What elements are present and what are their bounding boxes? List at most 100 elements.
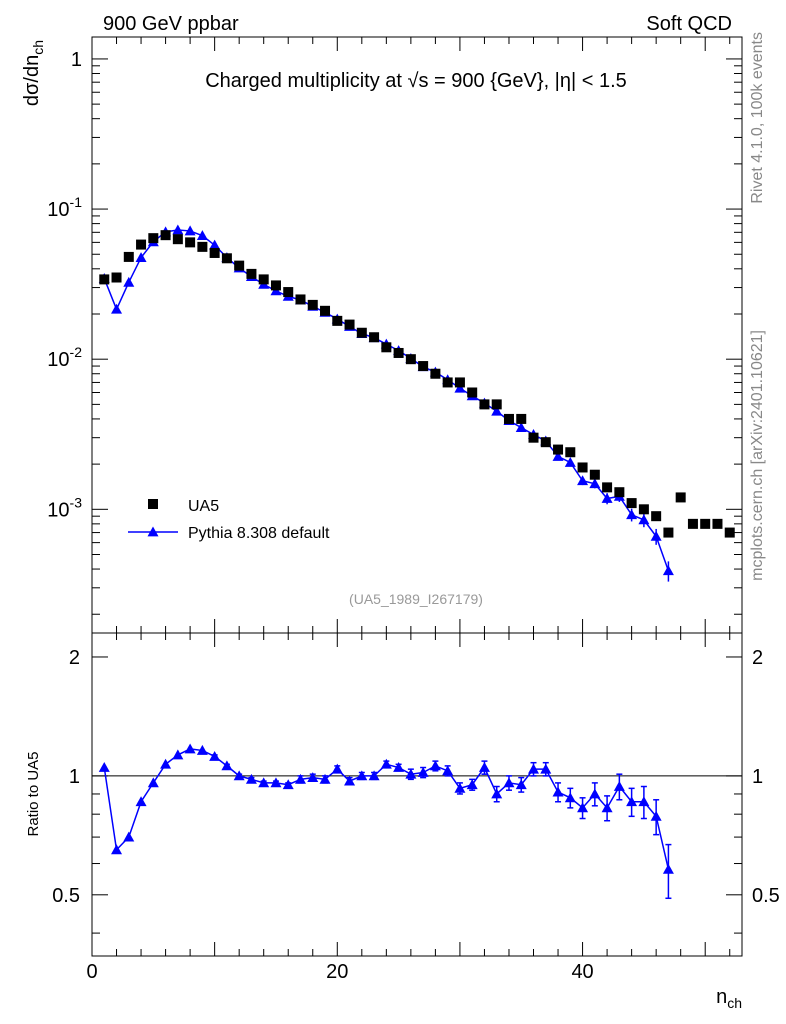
ratio-point — [209, 750, 221, 761]
ratio-point — [528, 763, 540, 774]
ratio-point — [405, 768, 417, 779]
y-tick-exponent: -3 — [70, 494, 83, 510]
ua5-point — [136, 239, 147, 250]
pythia-point — [209, 239, 221, 250]
legend: UA5 Pythia 8.308 default — [128, 498, 330, 542]
ratio-point — [577, 802, 589, 813]
ua5-point — [602, 482, 613, 493]
ratio-point — [344, 775, 356, 786]
header-right-label: Soft QCD — [646, 13, 732, 35]
ratio-point — [245, 773, 257, 784]
ua5-point — [626, 498, 637, 509]
ua5-point — [651, 511, 662, 522]
x-tick-label: 40 — [571, 961, 593, 983]
pythia-point — [515, 422, 527, 433]
pythia-point — [196, 230, 208, 241]
ratio-point — [331, 763, 343, 774]
ratio-point — [626, 796, 638, 807]
ratio-series — [98, 743, 674, 900]
ua5-point — [454, 377, 465, 388]
ratio-point — [258, 777, 270, 788]
ua5-point — [638, 504, 649, 515]
x-axis-label: nch — [716, 986, 742, 1011]
ratio-point — [123, 831, 135, 842]
ratio-point — [491, 788, 503, 799]
ua5-point — [320, 305, 331, 316]
rivet-label: Rivet 4.1.0, 100k events — [749, 32, 766, 204]
ratio-point — [662, 863, 674, 874]
ratio-point — [319, 773, 331, 784]
ratio-point — [552, 786, 564, 797]
ratio-point — [503, 777, 515, 788]
ua5-point — [712, 518, 723, 529]
pythia-point — [454, 382, 466, 393]
x-axis-label-sub: ch — [727, 995, 742, 1011]
ratio-point — [601, 802, 613, 813]
y-tick-exponent: -2 — [70, 344, 83, 360]
ua5-point — [99, 274, 110, 285]
pythia-point — [172, 224, 184, 235]
pythia-point — [662, 565, 674, 576]
pythia-point — [111, 303, 123, 314]
legend-ua5-label: UA5 — [188, 498, 219, 515]
ratio-point — [393, 762, 405, 772]
ua5-point — [577, 462, 588, 473]
ratio-point — [233, 770, 245, 781]
ratio-tick-label-left: 1 — [69, 766, 80, 788]
ua5-point — [614, 487, 625, 498]
ratio-point — [368, 770, 380, 781]
ratio-point — [613, 781, 625, 791]
ua5-point — [430, 368, 441, 379]
ratio-point — [147, 777, 159, 788]
header-left-label: 900 GeV ppbar — [103, 13, 239, 35]
ua5-point — [405, 354, 416, 365]
ratio-y-axis-label: Ratio to UA5 — [25, 751, 42, 836]
y-tick-exponent: -1 — [70, 194, 83, 210]
y-tick-base: 10 — [47, 499, 69, 521]
ratio-point — [589, 788, 601, 799]
ua5-point — [295, 294, 306, 305]
pythia-point — [184, 225, 196, 236]
ua5-point — [516, 413, 527, 424]
ratio-point — [160, 758, 172, 769]
ratio-point — [294, 773, 306, 784]
ua5-point — [540, 437, 551, 448]
ratio-point — [270, 777, 282, 788]
ua5-point — [283, 287, 294, 298]
ua5-point — [467, 387, 478, 398]
pythia-point — [638, 514, 650, 525]
y-axis-label-sub: ch — [30, 40, 46, 55]
pythia-point — [491, 405, 503, 416]
ua5-point — [442, 377, 453, 388]
ua5-point — [209, 247, 220, 258]
ratio-tick-label-left: 0.5 — [52, 885, 80, 907]
y-tick-base: 1 — [71, 49, 82, 71]
ua5-point — [344, 319, 355, 330]
ua5-point — [123, 251, 134, 262]
pythia-point — [123, 276, 135, 287]
ratio-point — [429, 760, 441, 771]
ua5-point — [111, 272, 122, 283]
ratio-plot-frame — [91, 632, 743, 957]
ua5-point — [172, 234, 183, 245]
y-tick-label: 10-1 — [47, 194, 82, 221]
ua5-point — [332, 315, 343, 326]
pythia-point — [601, 493, 613, 503]
ua5-point — [393, 347, 404, 358]
ua5-point — [234, 260, 245, 271]
ua5-point — [160, 230, 171, 241]
mcplots-label: mcplots.cern.ch [arXiv:2401.10621] — [749, 330, 766, 581]
y-tick-label: 10-2 — [47, 344, 82, 371]
ua5-point — [700, 518, 711, 529]
ratio-point — [515, 779, 527, 790]
pythia-point — [650, 530, 662, 541]
main-plot-frame — [91, 36, 743, 634]
ua5-point — [369, 332, 380, 343]
pythia-point — [577, 475, 589, 486]
ratio-tick-label-left: 2 — [69, 647, 80, 669]
chart-title: Charged multiplicity at √s = 900 {GeV}, … — [205, 70, 627, 92]
ua5-point — [418, 361, 429, 372]
ua5-point — [553, 444, 564, 455]
pythia-point — [626, 509, 638, 520]
